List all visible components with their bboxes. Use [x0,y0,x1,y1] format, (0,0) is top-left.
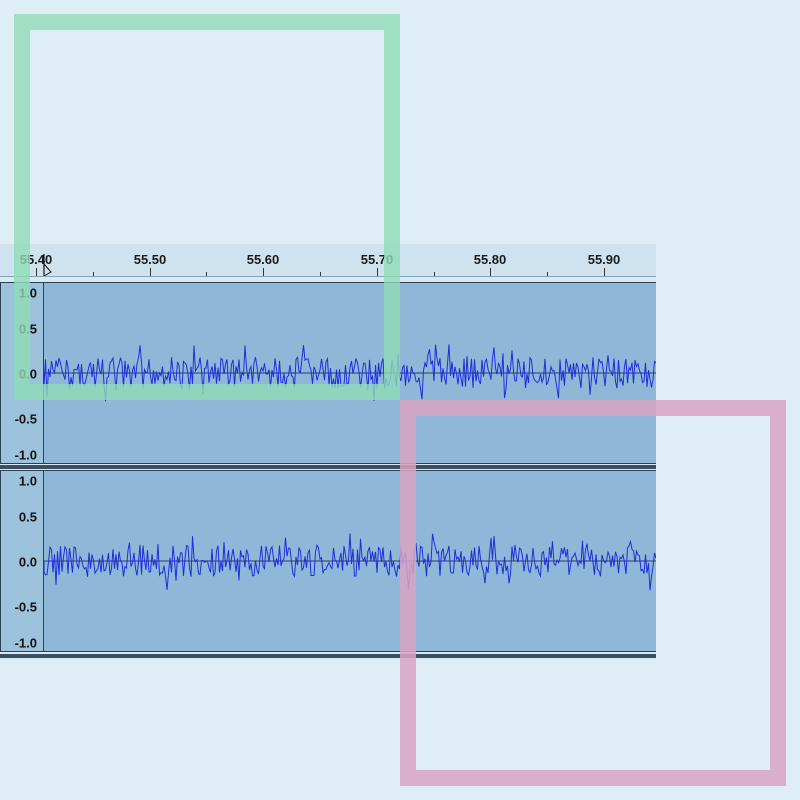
ruler-label-2: 55.50 [133,252,167,267]
ruler-tick [149,268,151,276]
ruler-tick [320,272,321,276]
audio-track-1[interactable]: 1.0 0.5 0.0 -0.5 -1.0 [0,282,656,464]
playhead-icon[interactable] [42,254,52,276]
scale-label: -0.5 [14,599,37,615]
vertical-scale-2: 1.0 0.5 0.0 -0.5 -1.0 [0,470,44,652]
audio-track-2[interactable]: 1.0 0.5 0.0 -0.5 -1.0 [0,470,656,652]
ruler-label-3: 55.60 [246,252,280,267]
ruler-tick [36,268,37,276]
ruler-tick [433,272,435,276]
waveform-2 [44,533,656,591]
ruler-tick [604,268,605,276]
scale-label: -1.0 [14,447,37,463]
ruler-tick [547,272,549,276]
waveform-path [44,533,656,591]
waveform-area-1[interactable] [44,282,656,464]
ruler-tick [490,268,492,276]
ruler-tick [206,272,208,276]
scale-label: 0.5 [18,509,37,525]
track-separator [0,465,656,469]
scale-label: 1.0 [18,473,37,489]
ruler-label-5: 55.80 [473,252,507,267]
timeline-ruler[interactable]: 55.40 55.50 55.60 55.70 55.80 55.90 [0,244,656,277]
scale-label: -0.5 [14,411,37,427]
waveform-1 [44,344,656,402]
scale-label: 0.0 [18,554,37,570]
ruler-label-6: 55.90 [587,252,621,267]
scale-label: -1.0 [14,635,37,651]
pink-highlight-box [400,400,786,786]
waveform-path [44,344,656,402]
waveform-area-2[interactable] [44,470,656,652]
track-separator [0,654,656,658]
ruler-tick [92,272,94,276]
audio-editor: 55.40 55.50 55.60 55.70 55.80 55.90 1.0 … [0,244,656,660]
ruler-tick [263,268,265,276]
ruler-tick [376,268,378,276]
green-highlight-box [14,14,400,400]
